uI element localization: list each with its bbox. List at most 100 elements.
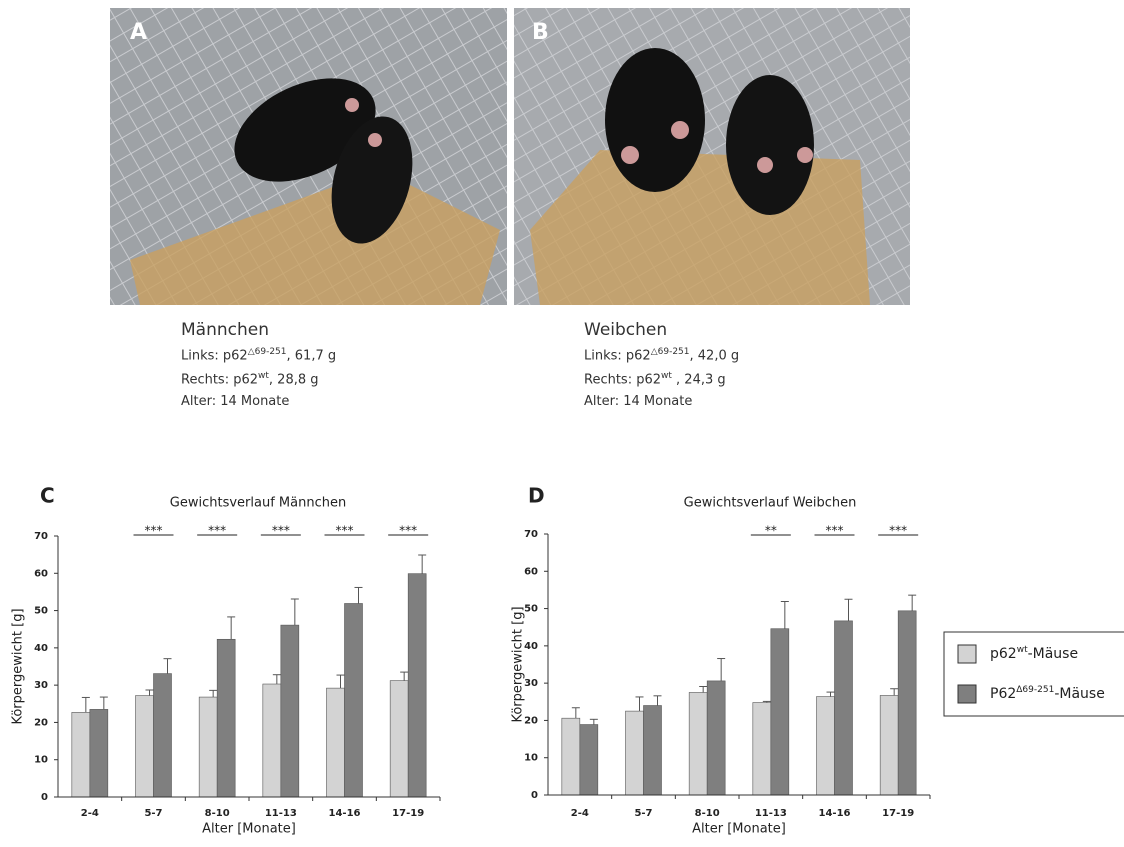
x-tick-label: 8-10 bbox=[695, 808, 720, 819]
photo-a bbox=[110, 8, 507, 305]
bar bbox=[327, 688, 345, 797]
y-tick-label: 20 bbox=[34, 717, 48, 728]
legend-swatch bbox=[958, 645, 976, 663]
caption-text: Alter: 14 Monate bbox=[584, 394, 692, 409]
figure: A B p62wt-MäuseP62Δ69-251-Mäuse CGewicht… bbox=[0, 0, 1124, 847]
y-tick-label: 10 bbox=[34, 755, 48, 766]
y-tick-label: 10 bbox=[524, 753, 538, 764]
significance-label: ** bbox=[765, 524, 777, 538]
caption-text: , 24,3 g bbox=[672, 373, 726, 388]
bar bbox=[136, 696, 154, 797]
caption-line: Rechts: p62wt , 24,3 g bbox=[584, 366, 739, 390]
x-axis-label: Alter [Monate] bbox=[202, 822, 296, 837]
significance-label: *** bbox=[208, 524, 226, 538]
bar bbox=[154, 674, 172, 797]
caption-sup: △69-251 bbox=[248, 347, 287, 357]
bar bbox=[562, 718, 580, 795]
x-tick-label: 2-4 bbox=[571, 808, 589, 819]
bar bbox=[644, 706, 662, 795]
legend-text: P62 bbox=[990, 686, 1016, 702]
x-tick-label: 11-13 bbox=[265, 808, 297, 819]
bar bbox=[345, 603, 363, 797]
bar bbox=[580, 725, 598, 795]
bar bbox=[707, 681, 725, 795]
bar bbox=[72, 712, 90, 797]
y-tick-label: 0 bbox=[41, 792, 48, 803]
x-tick-label: 17-19 bbox=[392, 808, 424, 819]
y-tick-label: 30 bbox=[524, 678, 538, 689]
significance-label: *** bbox=[826, 524, 844, 538]
legend-text: wt bbox=[1017, 645, 1028, 655]
caption-line: Links: p62△69-251, 42,0 g bbox=[584, 342, 739, 366]
x-tick-label: 2-4 bbox=[81, 808, 99, 819]
caption-line: Rechts: p62wt, 28,8 g bbox=[181, 366, 336, 390]
y-tick-label: 20 bbox=[524, 715, 538, 726]
bar bbox=[817, 697, 835, 795]
x-axis-label: Alter [Monate] bbox=[692, 822, 786, 837]
x-tick-label: 8-10 bbox=[205, 808, 230, 819]
caption-line: Links: p62△69-251, 61,7 g bbox=[181, 342, 336, 366]
x-tick-label: 17-19 bbox=[882, 808, 914, 819]
bar bbox=[263, 684, 281, 797]
y-tick-label: 30 bbox=[34, 680, 48, 691]
bar bbox=[281, 625, 299, 797]
x-tick-label: 5-7 bbox=[144, 808, 162, 819]
significance-label: *** bbox=[336, 524, 354, 538]
chart-title: Gewichtsverlauf Männchen bbox=[170, 496, 346, 511]
bar bbox=[408, 574, 426, 797]
x-tick-label: 11-13 bbox=[755, 808, 787, 819]
y-tick-label: 70 bbox=[34, 531, 48, 542]
panel-label: C bbox=[40, 484, 55, 508]
caption-text: Alter: 14 Monate bbox=[181, 394, 289, 409]
caption-line: Alter: 14 Monate bbox=[181, 391, 336, 412]
caption-title: Weibchen bbox=[584, 318, 739, 342]
y-tick-label: 40 bbox=[524, 641, 538, 652]
legend-label: p62wt-Mäuse bbox=[990, 645, 1078, 663]
bar bbox=[199, 697, 217, 797]
y-axis-label: Körpergewicht [g] bbox=[511, 606, 526, 722]
y-axis-label: Körpergewicht [g] bbox=[11, 608, 26, 724]
bar bbox=[390, 681, 408, 797]
caption-sup: △69-251 bbox=[651, 347, 690, 357]
caption-line: Alter: 14 Monate bbox=[584, 391, 739, 412]
y-tick-label: 40 bbox=[34, 643, 48, 654]
y-tick-label: 0 bbox=[531, 790, 538, 801]
y-tick-label: 70 bbox=[524, 529, 538, 540]
y-tick-label: 50 bbox=[34, 606, 48, 617]
x-tick-label: 5-7 bbox=[634, 808, 652, 819]
chart-title: Gewichtsverlauf Weibchen bbox=[684, 496, 857, 511]
panel-label: D bbox=[528, 484, 545, 508]
bar bbox=[753, 703, 771, 795]
bar bbox=[771, 629, 789, 795]
caption-text: , 61,7 g bbox=[287, 348, 337, 363]
significance-label: *** bbox=[145, 524, 163, 538]
legend-text: -Mäuse bbox=[1028, 646, 1079, 662]
significance-label: *** bbox=[889, 524, 907, 538]
panel-label: A bbox=[130, 20, 147, 45]
bar bbox=[880, 695, 898, 795]
x-tick-label: 14-16 bbox=[819, 808, 851, 819]
y-tick-label: 60 bbox=[524, 566, 538, 577]
legend-text: -Mäuse bbox=[1054, 686, 1105, 702]
caption-title: Männchen bbox=[181, 318, 336, 342]
x-tick-label: 14-16 bbox=[329, 808, 361, 819]
caption-text: Rechts: p62 bbox=[181, 373, 258, 388]
caption-text: Links: p62 bbox=[584, 348, 651, 363]
bar bbox=[217, 639, 235, 797]
y-tick-label: 60 bbox=[34, 568, 48, 579]
bar bbox=[90, 709, 108, 797]
page: A B p62wt-MäuseP62Δ69-251-Mäuse CGewicht… bbox=[0, 0, 1124, 847]
photo-b bbox=[514, 8, 910, 305]
legend-swatch bbox=[958, 685, 976, 703]
caption-text: , 28,8 g bbox=[269, 373, 319, 388]
legend-text: Δ69-251 bbox=[1016, 685, 1054, 695]
panel-label: B bbox=[532, 20, 549, 45]
caption-sup: wt bbox=[661, 371, 672, 381]
bar bbox=[689, 692, 707, 795]
significance-label: *** bbox=[272, 524, 290, 538]
bar bbox=[626, 711, 644, 795]
bar bbox=[898, 611, 916, 795]
